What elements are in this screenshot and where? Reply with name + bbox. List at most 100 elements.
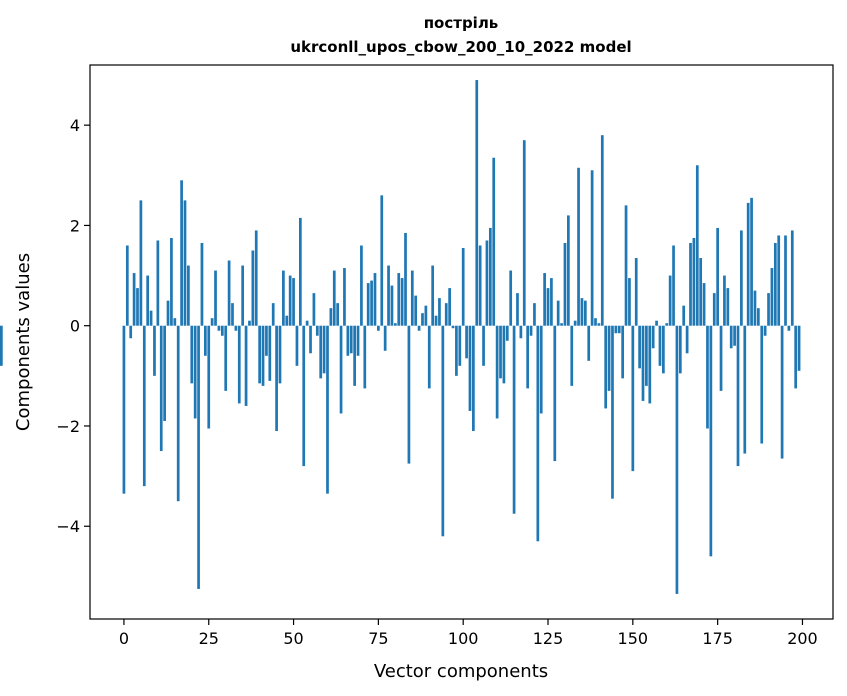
bar bbox=[329, 308, 333, 326]
bar bbox=[668, 275, 672, 326]
bar bbox=[468, 325, 472, 411]
bar bbox=[631, 325, 635, 472]
bar bbox=[723, 275, 726, 326]
bar bbox=[461, 248, 465, 326]
bar bbox=[183, 200, 187, 326]
bar bbox=[349, 325, 353, 354]
x-tick-label: 50 bbox=[283, 629, 303, 648]
bar bbox=[153, 325, 156, 376]
bar bbox=[472, 325, 475, 431]
bar bbox=[597, 323, 601, 326]
bar bbox=[458, 325, 462, 366]
bar bbox=[634, 258, 638, 326]
bar bbox=[706, 325, 709, 429]
bar bbox=[373, 273, 377, 326]
bar bbox=[142, 325, 146, 487]
bar bbox=[410, 270, 414, 326]
bar bbox=[400, 278, 404, 326]
bar bbox=[641, 325, 645, 401]
bar bbox=[726, 288, 730, 326]
bar bbox=[648, 325, 652, 404]
bar bbox=[573, 320, 577, 326]
bar bbox=[200, 242, 204, 326]
bar bbox=[305, 320, 309, 326]
bar bbox=[231, 303, 234, 326]
bar bbox=[509, 270, 513, 326]
bar bbox=[570, 325, 574, 386]
chart-title-line-1: постріль bbox=[424, 14, 499, 32]
bar bbox=[702, 283, 706, 326]
bar bbox=[505, 325, 509, 341]
bar bbox=[519, 325, 523, 339]
bar bbox=[499, 325, 502, 379]
y-axis-ticks: −4 −2 0 2 4 bbox=[56, 116, 90, 536]
bar bbox=[292, 278, 295, 326]
bar bbox=[512, 325, 516, 514]
bar bbox=[695, 165, 699, 326]
bar bbox=[590, 170, 594, 326]
bar bbox=[709, 325, 713, 557]
bar bbox=[170, 237, 173, 326]
bar bbox=[220, 325, 224, 336]
y-tick-label: 2 bbox=[70, 216, 80, 235]
bar bbox=[176, 325, 180, 502]
bar bbox=[488, 227, 492, 326]
x-axis-label: Vector components bbox=[374, 661, 548, 682]
x-tick-label: 0 bbox=[119, 629, 129, 648]
bar bbox=[366, 283, 370, 326]
bar bbox=[203, 325, 207, 356]
bar bbox=[478, 245, 482, 326]
bar bbox=[750, 197, 753, 326]
bar bbox=[441, 325, 445, 537]
bar bbox=[448, 288, 451, 326]
y-tick-label: 4 bbox=[70, 116, 80, 135]
bar bbox=[451, 325, 455, 329]
bar bbox=[156, 240, 160, 326]
bar bbox=[611, 325, 614, 499]
bar bbox=[757, 308, 760, 326]
bar bbox=[438, 298, 441, 326]
bar bbox=[339, 325, 343, 414]
bar bbox=[197, 325, 200, 589]
bar bbox=[132, 273, 136, 326]
bar bbox=[560, 323, 563, 326]
bar bbox=[332, 270, 336, 326]
bar bbox=[583, 300, 587, 326]
bar bbox=[315, 325, 319, 336]
x-tick-label: 125 bbox=[533, 629, 564, 648]
bar bbox=[237, 325, 241, 404]
bar bbox=[495, 325, 499, 419]
bar bbox=[743, 325, 747, 454]
bar bbox=[770, 268, 774, 326]
bar bbox=[139, 200, 143, 326]
bar bbox=[241, 265, 245, 326]
bar bbox=[672, 245, 675, 326]
bar bbox=[655, 320, 658, 326]
bar bbox=[543, 273, 546, 326]
bar bbox=[417, 325, 421, 331]
bar bbox=[794, 325, 798, 389]
bar bbox=[377, 325, 380, 331]
bar bbox=[404, 232, 407, 326]
bar bbox=[363, 325, 367, 389]
bar bbox=[678, 325, 682, 374]
bar bbox=[729, 325, 733, 349]
y-tick-label: −4 bbox=[56, 517, 80, 536]
bar bbox=[553, 325, 557, 462]
bar bbox=[251, 250, 255, 326]
bar bbox=[529, 325, 533, 336]
bar bbox=[421, 313, 424, 326]
bar bbox=[773, 242, 777, 326]
bar bbox=[777, 235, 781, 326]
bar bbox=[393, 323, 397, 326]
bar bbox=[675, 325, 679, 594]
bar bbox=[129, 325, 133, 339]
bar bbox=[285, 315, 289, 326]
bar bbox=[692, 237, 696, 326]
bar bbox=[360, 245, 363, 326]
bar bbox=[187, 265, 190, 326]
bar bbox=[465, 325, 468, 359]
bar bbox=[784, 235, 787, 326]
bar bbox=[234, 325, 238, 331]
bar bbox=[380, 195, 384, 326]
